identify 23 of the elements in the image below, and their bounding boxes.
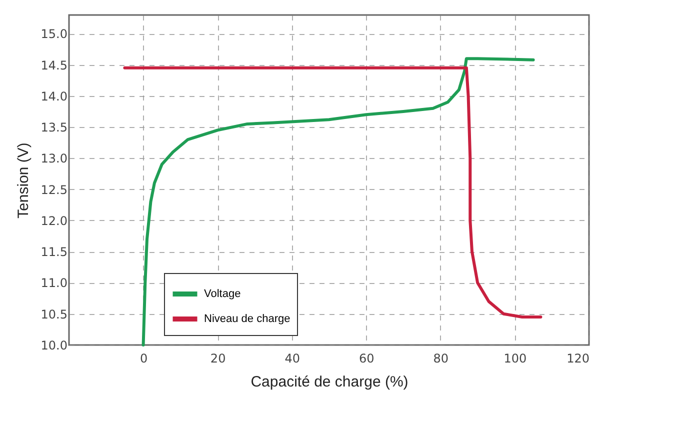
y-tick-label: 12.0 (40, 214, 68, 228)
x-tick-label: 20 (210, 352, 226, 366)
y-tick-label: 11.5 (40, 245, 68, 260)
x-tick-label: 100 (504, 352, 527, 366)
y-tick-label: 14.0 (40, 89, 68, 104)
y-tick-label: 15.0 (40, 27, 68, 42)
y-tick-label: 13.5 (40, 120, 68, 135)
y-axis-title: Tension (V) (14, 142, 32, 218)
y-tick-label: 13.0 (40, 152, 68, 166)
x-tick-label: 40 (284, 352, 300, 366)
line-series (142, 57, 535, 346)
legend-label: Niveau de charge (204, 313, 290, 325)
x-tick-label: 60 (359, 352, 374, 366)
y-tick-label: 14.5 (40, 58, 68, 72)
x-axis-title: Capacité de charge (%) (250, 374, 408, 390)
x-tick-label: 0 (140, 352, 148, 366)
legend-label: Voltage (204, 288, 241, 300)
y-tick-label: 10.5 (40, 307, 68, 322)
y-tick-label: 11.0 (40, 276, 68, 290)
y-tick-label: 12.5 (40, 182, 68, 197)
x-tick-label: 80 (433, 352, 449, 366)
x-tick-label: 120 (566, 352, 590, 366)
y-tick-label: 10.0 (40, 338, 68, 352)
